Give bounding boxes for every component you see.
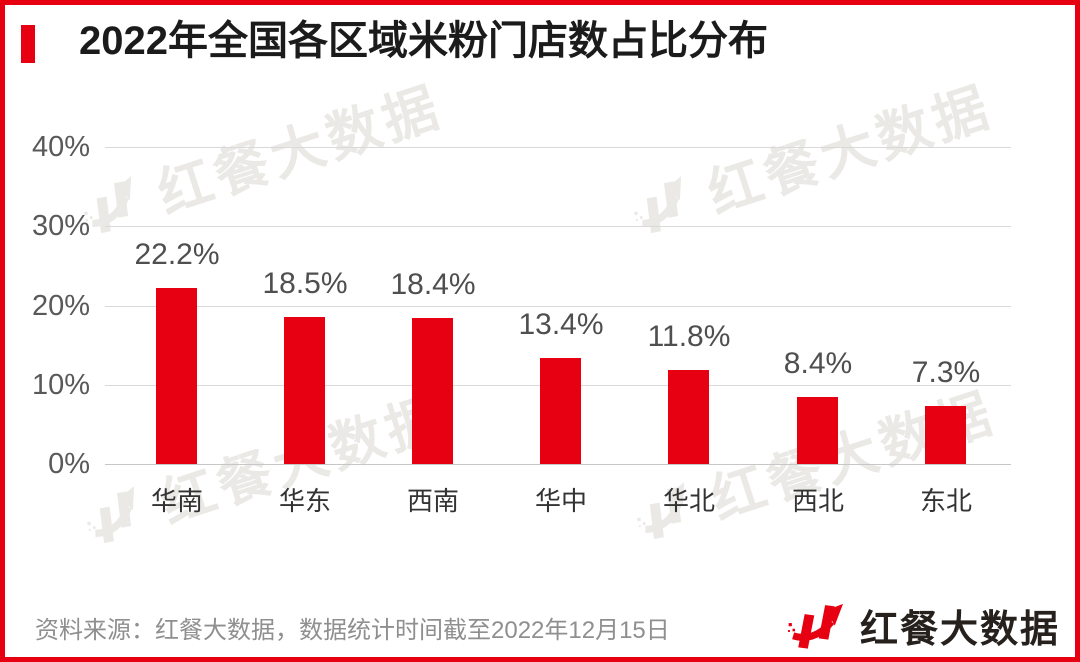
y-axis-tick-label: 20% <box>31 290 90 322</box>
bar-category-label: 西南 <box>406 486 459 516</box>
bar-value-label: 11.8% <box>647 320 731 353</box>
y-axis-tick-label: 10% <box>31 369 90 401</box>
bar-西北 <box>797 397 838 464</box>
bar-东北 <box>925 406 966 464</box>
hongcan-watermark: 红餐大数据 <box>75 372 454 562</box>
brand-logo-text: 红餐大数据 <box>859 609 1060 651</box>
bar-category-label: 西北 <box>791 486 844 516</box>
bar-华南 <box>156 288 197 464</box>
bar-category-label: 华中 <box>534 486 587 516</box>
bar-华中 <box>540 358 581 464</box>
bar-value-label: 18.5% <box>262 267 348 300</box>
gridline-0% <box>105 464 1011 465</box>
bar-value-label: 7.3% <box>911 356 981 389</box>
hongcan-watermark: 红餐大数据 <box>622 62 1001 252</box>
bar-value-label: 22.2% <box>134 238 220 271</box>
bar-category-label: 华南 <box>150 486 203 516</box>
hongcan-h-arrow-icon <box>787 600 852 651</box>
bar-西南 <box>412 318 453 464</box>
title-marker <box>21 25 35 63</box>
y-axis-tick-label: 0% <box>48 448 90 480</box>
hongcan-watermark: 红餐大数据 <box>72 62 451 252</box>
bar-category-label: 东北 <box>919 486 972 516</box>
hongcan-watermark: 红餐大数据 <box>625 368 1004 558</box>
bar-category-label: 华东 <box>278 486 331 516</box>
y-axis-tick-label: 40% <box>31 131 90 163</box>
bar-value-label: 18.4% <box>390 268 476 301</box>
bar-value-label: 8.4% <box>783 347 853 380</box>
y-axis-tick-label: 30% <box>31 210 90 242</box>
data-source-note: 资料来源：红餐大数据，数据统计时间截至2022年12月15日 <box>35 617 670 644</box>
bar-value-label: 13.4% <box>518 308 604 341</box>
bar-category-label: 华北 <box>662 486 715 516</box>
bar-华北 <box>668 370 709 464</box>
bar-华东 <box>284 317 325 464</box>
page-title: 2022年全国各区域米粉门店数占比分布 <box>79 19 768 63</box>
gridline-40% <box>105 147 1011 148</box>
brand-logo: 红餐大数据 <box>787 598 1060 653</box>
gridline-20% <box>105 306 1011 307</box>
gridline-30% <box>105 226 1011 227</box>
